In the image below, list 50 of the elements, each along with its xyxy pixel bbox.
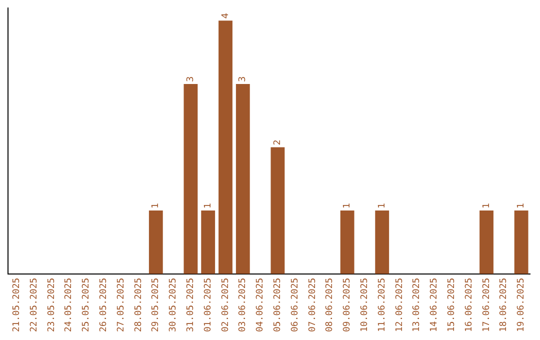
bar [480, 210, 494, 274]
data-label: 1 [516, 202, 527, 209]
x-tick-label: 16.06.2025 [464, 278, 474, 332]
x-tick-label: 27.05.2025 [116, 278, 126, 332]
x-tick-label: 19.06.2025 [516, 278, 527, 332]
bar [201, 210, 216, 274]
data-label: 1 [151, 202, 162, 209]
x-tick-label: 09.06.2025 [342, 278, 353, 332]
x-tick-label: 06.06.2025 [290, 278, 300, 332]
x-tick-label: 17.06.2025 [482, 278, 492, 332]
x-tick-label: 08.06.2025 [325, 278, 336, 332]
x-tick-label: 07.06.2025 [308, 278, 318, 332]
data-label: 1 [377, 202, 388, 209]
x-tick-label: 21.05.2025 [12, 278, 22, 332]
data-label: 3 [238, 76, 248, 82]
x-tick-label: 10.06.2025 [360, 278, 370, 332]
bar [236, 84, 250, 274]
x-tick-label: 01.06.2025 [203, 278, 214, 332]
x-tick-label: 02.06.2025 [220, 278, 231, 332]
x-tick-label: 03.06.2025 [238, 278, 248, 332]
x-tick-label: 13.06.2025 [412, 278, 422, 332]
x-tick-label: 11.06.2025 [377, 278, 388, 332]
x-tick-label: 30.05.2025 [168, 278, 179, 332]
bar [375, 210, 390, 274]
data-label: 1 [203, 202, 214, 209]
x-tick-label: 05.06.2025 [273, 278, 284, 332]
data-label: 1 [342, 202, 353, 209]
bar [148, 210, 163, 274]
x-tick-label: 14.06.2025 [430, 278, 440, 332]
data-label: 4 [220, 12, 231, 19]
bar [340, 210, 354, 274]
x-tick-label: 23.05.2025 [46, 278, 57, 332]
bar [184, 84, 198, 274]
bar [514, 210, 528, 274]
data-label: 1 [482, 202, 492, 209]
x-tick-label: 29.05.2025 [151, 278, 162, 332]
x-tick-label: 12.06.2025 [394, 278, 405, 332]
x-tick-label: 15.06.2025 [447, 278, 458, 332]
data-label: 2 [273, 140, 284, 146]
x-tick-label: 24.05.2025 [64, 278, 74, 332]
bar [270, 147, 285, 274]
x-tick-label: 18.06.2025 [499, 278, 510, 332]
bar [218, 20, 232, 274]
x-tick-label: 28.05.2025 [134, 278, 144, 332]
x-tick-label: 31.05.2025 [186, 278, 196, 332]
x-tick-label: 04.06.2025 [256, 278, 266, 332]
x-tick-label: 26.05.2025 [99, 278, 110, 332]
x-tick-label: 22.05.2025 [29, 278, 40, 332]
x-tick-label: 25.05.2025 [82, 278, 92, 332]
data-label: 3 [186, 76, 196, 82]
